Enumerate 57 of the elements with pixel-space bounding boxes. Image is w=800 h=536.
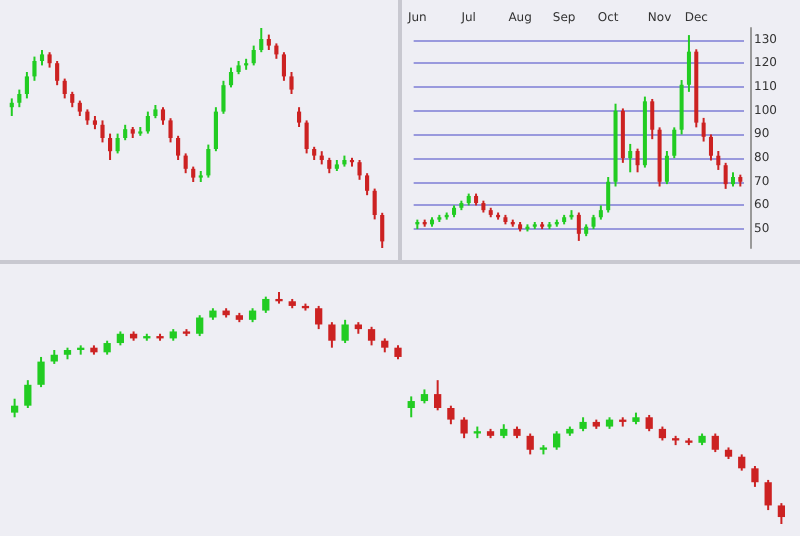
candlestick xyxy=(434,379,442,412)
candlestick xyxy=(686,34,691,93)
candlestick xyxy=(296,106,302,128)
candlestick xyxy=(365,172,370,197)
candlestick xyxy=(32,55,37,82)
candlestick xyxy=(341,318,349,345)
candlestick xyxy=(701,116,706,143)
candlestick xyxy=(367,325,376,347)
candlestick xyxy=(315,304,323,331)
candlestick xyxy=(107,132,113,161)
candlestick xyxy=(716,150,721,171)
candlestick xyxy=(196,314,204,338)
candlestick xyxy=(664,150,669,186)
candlestick xyxy=(24,379,32,409)
candlestick xyxy=(380,211,385,249)
candlestick xyxy=(62,77,67,100)
candlestick xyxy=(447,404,455,426)
candlestick xyxy=(183,152,188,175)
candlestick xyxy=(635,147,640,174)
candlestick xyxy=(100,119,105,144)
candlestick xyxy=(576,211,581,242)
candlestick xyxy=(407,395,415,419)
candlestick xyxy=(606,176,611,214)
candlestick xyxy=(176,134,181,161)
candlestick xyxy=(145,110,150,135)
candlestick xyxy=(357,159,362,181)
candlestick xyxy=(228,66,234,89)
candlestick xyxy=(679,79,684,136)
candlestick xyxy=(620,107,625,164)
candlestick xyxy=(168,117,173,144)
candlestick xyxy=(526,432,534,456)
candlestick xyxy=(115,132,120,155)
candlestick xyxy=(281,51,287,82)
candlestick xyxy=(55,60,60,87)
candlestick xyxy=(304,119,309,155)
candlestick xyxy=(553,430,561,451)
candlestick xyxy=(213,106,218,153)
candlestick xyxy=(221,79,226,115)
candlestick xyxy=(259,27,264,54)
candlestick xyxy=(723,161,728,190)
candlestick xyxy=(24,71,29,100)
candlestick xyxy=(764,478,772,512)
candlestick xyxy=(328,321,336,349)
candlestick xyxy=(672,126,677,160)
candlestick xyxy=(751,465,759,488)
candlestick xyxy=(289,71,294,95)
candlestick xyxy=(711,432,719,454)
candlestick xyxy=(37,355,45,389)
candlestick xyxy=(708,133,713,162)
candlestick xyxy=(10,397,19,419)
candlestick xyxy=(251,44,256,67)
candlestick xyxy=(650,97,655,141)
candlestick xyxy=(206,143,211,179)
candlestick xyxy=(628,142,633,174)
candlestick xyxy=(777,502,786,525)
candlestick xyxy=(460,416,468,440)
candlestick xyxy=(372,187,377,221)
